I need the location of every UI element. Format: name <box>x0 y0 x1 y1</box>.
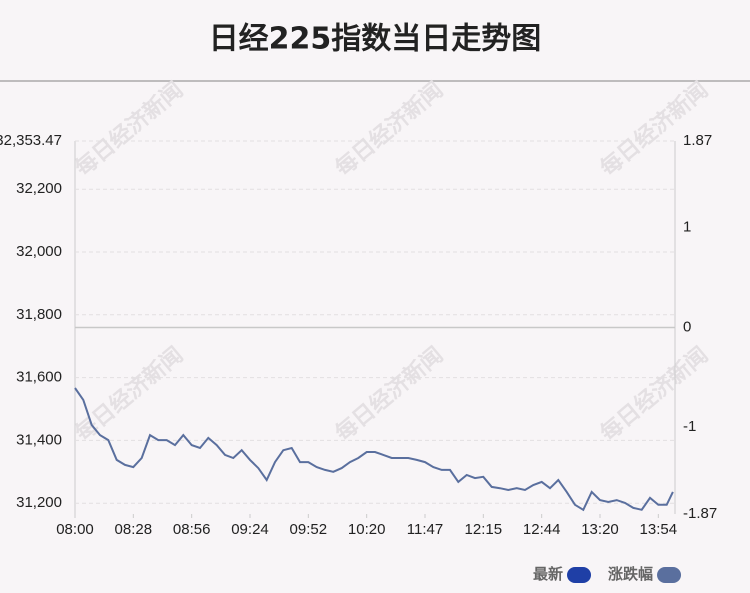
y2-tick-label: -1.87 <box>683 505 717 522</box>
legend-label: 涨跌幅 <box>608 565 653 583</box>
x-tick-label: 13:54 <box>640 521 678 538</box>
y-tick-label: 31,800 <box>16 306 62 323</box>
legend-swatch <box>567 567 592 583</box>
y2-tick-label: 1.87 <box>683 132 712 149</box>
price-line <box>74 387 674 512</box>
y2-tick-label: -1 <box>683 418 696 435</box>
y-tick-label: 31,600 <box>16 369 62 386</box>
x-tick-label: 08:28 <box>115 521 153 538</box>
x-tick-label: 08:56 <box>173 521 211 538</box>
x-tick-label: 10:20 <box>348 521 386 538</box>
y2-tick-label: 0 <box>683 318 691 335</box>
x-tick-label: 13:20 <box>581 521 619 538</box>
legend-label: 最新 <box>533 565 563 583</box>
x-tick-label: 11:47 <box>407 521 443 538</box>
x-tick-label: 08:00 <box>56 521 94 538</box>
y-tick-label: 31,200 <box>16 494 62 511</box>
x-tick-label: 12:44 <box>523 521 561 538</box>
x-tick-label: 09:52 <box>290 521 328 538</box>
chart-title: 日经225指数当日走势图 <box>209 22 542 57</box>
x-tick-label: 09:24 <box>231 521 269 538</box>
x-tick-label: 12:15 <box>465 521 503 538</box>
y2-tick-label: 1 <box>683 219 691 236</box>
legend-swatch <box>657 567 682 583</box>
y-tick-label: 31,400 <box>16 431 62 448</box>
y-tick-label: 32,353.47 <box>0 132 62 149</box>
y-tick-label: 32,200 <box>16 180 62 197</box>
y-tick-label: 32,000 <box>16 243 62 260</box>
